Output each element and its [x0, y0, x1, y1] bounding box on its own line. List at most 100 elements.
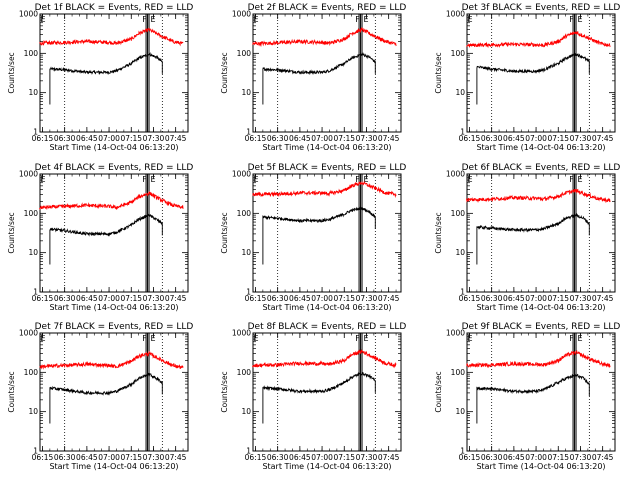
x-tick-label: 06:15	[32, 294, 54, 303]
x-tick-label: 07:30	[143, 453, 165, 462]
series-line-lld	[252, 27, 397, 47]
x-tick-label: 07:00	[311, 453, 333, 462]
flag-label: E	[150, 175, 155, 184]
x-tick-label: 07:30	[356, 453, 378, 462]
x-tick-label: 06:15	[245, 134, 267, 143]
y-tick-label: 1	[33, 447, 38, 456]
series-line-events	[476, 52, 590, 105]
flag-label: E	[150, 15, 155, 24]
x-tick-label: 07:00	[525, 453, 547, 462]
flag-label: F	[355, 334, 360, 343]
panel-title: Det 6f BLACK = Events, RED = LLD	[462, 163, 621, 173]
x-tick-label: 06:30	[481, 134, 503, 143]
series-line-lld	[252, 349, 397, 369]
detector-panel-3: Det 3f BLACK = Events, RED = LLD 1 10 100 10…	[434, 3, 620, 152]
x-tick-label: 06:15	[32, 453, 54, 462]
series-line-lld	[39, 350, 184, 370]
y-tick-label: 100	[24, 49, 39, 58]
y-tick-label: 100	[451, 368, 466, 377]
x-tick-label: 07:45	[165, 134, 187, 143]
x-tick-label: 06:45	[503, 294, 525, 303]
y-tick-label: 1000	[232, 170, 251, 179]
flag-label: E	[363, 175, 368, 184]
x-tick-label: 07:15	[333, 453, 355, 462]
y-tick-label: 100	[24, 368, 39, 377]
x-tick-label: 07:00	[98, 294, 120, 303]
x-tick-label: 07:30	[570, 134, 592, 143]
x-tick-label: 07:45	[165, 453, 187, 462]
detector-panel-4: Det 4f BLACK = Events, RED = LLD 1 10 100 10…	[7, 163, 193, 312]
x-tick-label: 06:30	[481, 294, 503, 303]
detector-panel-2: Det 2f BLACK = Events, RED = LLD 1 10 100 10…	[220, 3, 406, 152]
series-line-lld	[466, 350, 611, 369]
plot-frame	[252, 332, 402, 452]
detector-panel-8: Det 8f BLACK = Events, RED = LLD 1 10 100 10…	[220, 322, 406, 471]
y-axis-label: Counts/sec	[434, 52, 443, 93]
x-axis-label: Start Time (14-Oct-04 06:13:20)	[476, 143, 605, 152]
flag-label: F	[569, 334, 574, 343]
flag-label: E	[363, 334, 368, 343]
plot-frame	[39, 332, 189, 452]
x-tick-label: 06:45	[289, 294, 311, 303]
x-tick-label: 06:15	[245, 453, 267, 462]
flag-label: F	[142, 15, 147, 24]
flag-label: E	[467, 175, 472, 184]
y-axis-label: Counts/sec	[7, 52, 16, 93]
y-tick-label: 100	[24, 209, 39, 218]
y-axis-label: Counts/sec	[220, 212, 229, 253]
x-tick-label: 06:15	[459, 294, 481, 303]
y-axis-label: Counts/sec	[434, 212, 443, 253]
flag-label: E	[363, 15, 368, 24]
y-tick-label: 10	[455, 88, 465, 97]
x-tick-label: 07:30	[570, 453, 592, 462]
x-tick-label: 07:45	[592, 453, 614, 462]
x-tick-label: 07:15	[333, 294, 355, 303]
x-tick-label: 07:45	[165, 294, 187, 303]
panel-title: Det 7f BLACK = Events, RED = LLD	[35, 322, 194, 332]
x-tick-label: 07:15	[333, 134, 355, 143]
y-axis-label: Counts/sec	[220, 371, 229, 412]
flag-label: E	[253, 175, 258, 184]
y-tick-label: 100	[451, 209, 466, 218]
flag-label: F	[355, 175, 360, 184]
y-axis-label: Counts/sec	[220, 52, 229, 93]
x-axis-label: Start Time (14-Oct-04 06:13:20)	[476, 303, 605, 312]
y-tick-label: 1000	[19, 10, 38, 19]
x-tick-label: 06:15	[32, 134, 54, 143]
x-tick-label: 07:00	[311, 134, 333, 143]
plot-frame	[39, 173, 189, 293]
x-tick-label: 07:45	[378, 294, 400, 303]
x-tick-label: 07:30	[143, 134, 165, 143]
panel-title: Det 9f BLACK = Events, RED = LLD	[462, 322, 621, 332]
series-line-lld	[252, 181, 397, 198]
x-tick-label: 07:00	[98, 453, 120, 462]
flag-label: E	[40, 15, 45, 24]
panel-title: Det 5f BLACK = Events, RED = LLD	[248, 163, 407, 173]
plot-frame	[39, 13, 189, 133]
x-axis-label: Start Time (14-Oct-04 06:13:20)	[262, 303, 391, 312]
x-tick-label: 06:15	[459, 453, 481, 462]
y-tick-label: 1000	[446, 170, 465, 179]
y-tick-label: 1	[460, 128, 465, 137]
series-line-events	[262, 52, 376, 105]
y-tick-label: 10	[241, 88, 251, 97]
x-tick-label: 06:45	[76, 294, 98, 303]
y-tick-label: 1	[33, 128, 38, 137]
series-line-events	[49, 213, 163, 265]
x-tick-label: 07:00	[98, 134, 120, 143]
series-line-events	[262, 371, 376, 424]
y-tick-label: 1	[33, 288, 38, 297]
flag-label: E	[467, 15, 472, 24]
plot-frame	[466, 332, 616, 452]
x-axis-label: Start Time (14-Oct-04 06:13:20)	[49, 462, 178, 471]
flag-label: E	[577, 175, 582, 184]
flag-label: F	[355, 15, 360, 24]
flag-label: E	[150, 334, 155, 343]
series-line-events	[476, 373, 590, 424]
x-tick-label: 07:00	[525, 134, 547, 143]
panel-title: Det 3f BLACK = Events, RED = LLD	[462, 3, 621, 13]
flag-label: F	[142, 175, 147, 184]
series-line-lld	[39, 191, 184, 211]
y-tick-label: 1	[460, 288, 465, 297]
